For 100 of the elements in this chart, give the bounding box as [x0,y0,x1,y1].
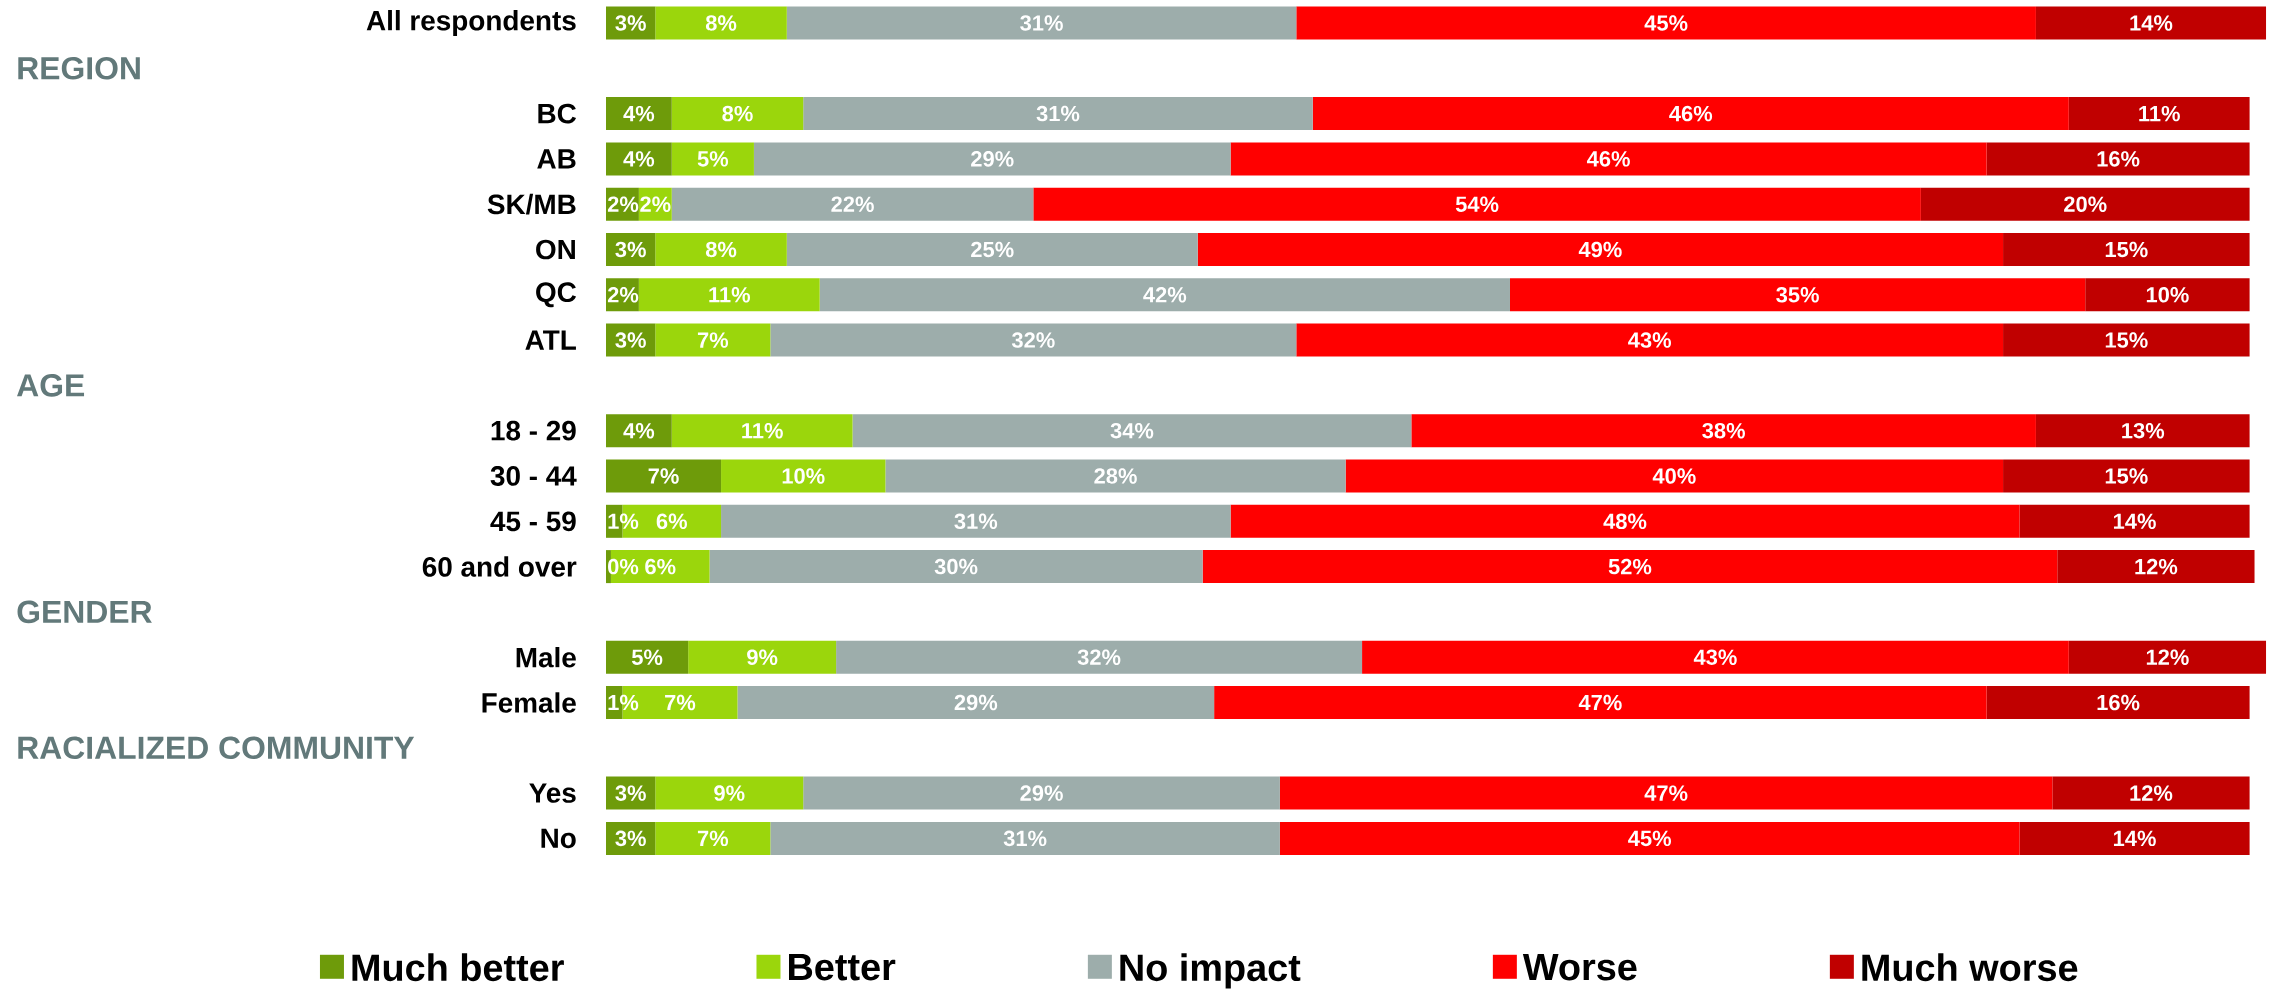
data-label: 4% [623,151,655,167]
bar [1411,414,2036,448]
data-label: 29% [971,151,1014,167]
data-label: 29% [954,694,998,711]
y-tick-label: ATL [525,330,576,350]
legend-label: Worse [1522,954,1637,981]
legend-label: Much better [352,953,564,982]
bar [1362,640,2069,674]
data-label: 7% [697,830,729,847]
data-label: 25% [971,241,1014,258]
data-label: 14% [2113,830,2156,847]
bar [1345,459,2004,493]
data-label: 31% [954,513,998,530]
text: RACIALIZED COMMUNITY [18,736,415,760]
data-label: 31% [1020,15,1063,31]
data-label: 14% [2130,15,2173,31]
bar [786,6,1297,40]
text: GENDER [17,600,152,624]
bar [1033,187,1921,221]
bar [2003,323,2250,357]
y-tick-label: AB [537,149,576,169]
data-label: 31% [1036,105,1080,122]
bar [2052,776,2250,810]
bar [606,414,672,448]
y-tick-label: Male [516,646,576,668]
bar [606,142,672,176]
data-label: 2% [607,287,639,303]
bar [655,6,787,40]
data-label: 32% [1011,332,1055,348]
data-label: 16% [2097,694,2140,711]
bar [721,504,1231,538]
data-label: 43% [1693,649,1737,665]
bar [2003,233,2250,266]
bar [2019,821,2250,855]
data-label: 14% [2113,513,2156,530]
y-tick-label: ON [536,239,575,260]
bar [1230,142,1987,176]
data-label: 35% [1776,287,1819,303]
data-label: 47% [1578,694,1622,711]
text: AGE [17,374,85,397]
bar [786,233,1198,266]
bar [671,187,1034,221]
data-label: 12% [2135,558,2178,575]
bar [688,640,837,674]
data-label: 3% [615,830,646,847]
data-label: 10% [782,468,825,484]
data-label: 1% [608,694,639,711]
bar [803,776,1280,810]
data-label: 2% [607,196,639,212]
data-label: 28% [1094,468,1137,484]
bar [1986,142,2250,176]
bar [2019,504,2250,538]
data-label: 15% [2105,468,2148,484]
bar [2085,278,2250,312]
bar [655,821,771,855]
bar [671,97,804,131]
data-label: 11% [2139,105,2180,122]
data-label: 2% [640,196,671,212]
y-tick-label: 30 - 44 [490,466,577,486]
data-label: 29% [1020,785,1063,801]
bar [606,459,722,493]
bar [1230,504,2020,538]
data-label: 47% [1644,785,1688,801]
data-label: 7% [697,332,729,348]
data-label: 38% [1702,422,1745,439]
bar [753,142,1231,176]
bar [1202,550,2058,584]
data-label: 22% [831,196,874,212]
bar [1920,187,2250,221]
y-tick-label: 18 - 29 [491,420,576,441]
data-label: 45% [1628,830,1672,847]
data-label: 40% [1652,468,1696,484]
y-tick-label: No [541,828,576,849]
data-label: 3% [615,241,646,258]
y-tick-label: Yes [529,783,576,803]
bar [770,821,1280,855]
data-label: 15% [2105,241,2148,258]
data-label: 32% [1077,649,1121,665]
data-label: 13% [2122,422,2165,439]
data-label: 54% [1455,196,1499,212]
bar [655,323,771,357]
legend-label: No impact [1120,953,1301,989]
bar [1197,233,2004,266]
bar [655,233,787,266]
data-label: 4% [623,422,655,439]
bar [1296,6,2036,40]
data-label: 5% [697,151,729,167]
y-tick-label: All respondents [366,10,576,36]
bar [655,776,804,810]
data-label: 20% [2064,196,2107,212]
y-tick-label: BC [538,103,577,124]
bar [721,459,886,493]
legend-label: Better [789,954,896,981]
bar [803,97,1313,131]
data-label: 6% [656,513,687,530]
bar [638,278,820,312]
data-label: 12% [2146,649,2189,665]
data-label: 11% [709,287,751,303]
bar [709,550,1203,584]
bar [2035,6,2267,40]
